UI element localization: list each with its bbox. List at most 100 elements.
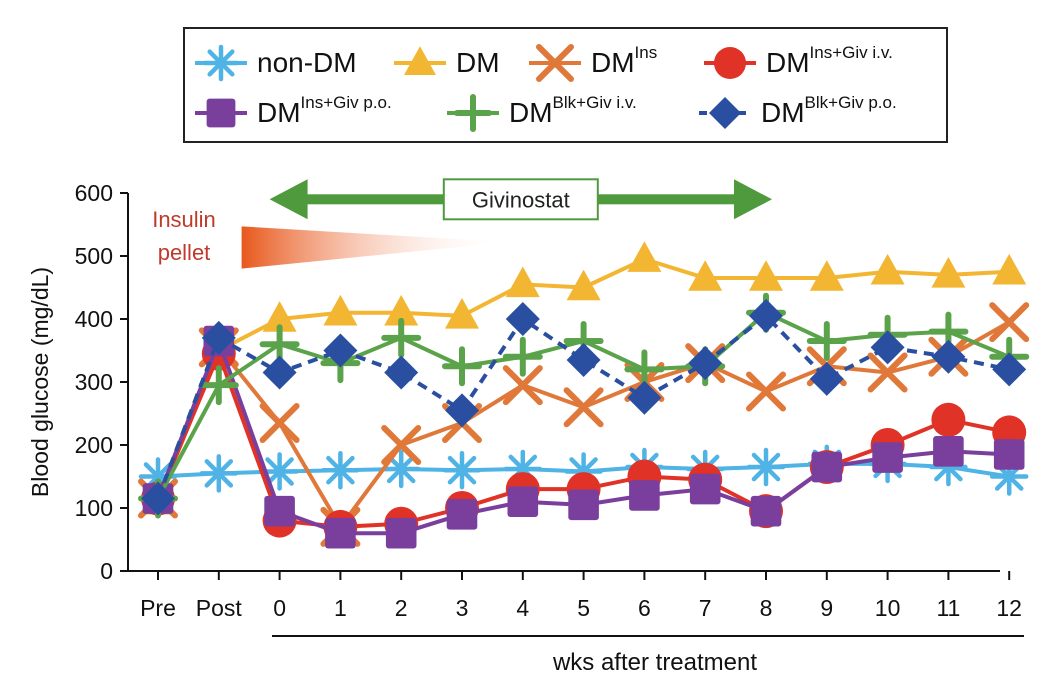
y-tick-label-100: 100	[75, 495, 113, 521]
legend-item-dm-blk-giv-po: DMBlk+Giv p.o.	[695, 93, 897, 133]
data-point-blkgiviv-6	[502, 336, 543, 377]
legend-item-dm-ins: DMIns	[525, 43, 657, 83]
legend-item-dm: DM	[390, 43, 500, 83]
data-point-insgivpo-5	[446, 499, 478, 530]
data-point-insgivpo-9	[689, 473, 721, 505]
legend-label-non-dm: non-DM	[257, 47, 357, 78]
legend-marker-blkgiviv	[454, 94, 492, 132]
data-point-nondm-3	[321, 450, 360, 490]
data-point-dmins-4	[381, 425, 422, 465]
data-point-dm-13	[931, 257, 966, 288]
legend: non-DM DM DMIns DMIns+Giv i.v. DMIns+Giv…	[183, 27, 948, 143]
data-point-blkgiviv-5	[442, 346, 482, 387]
legend-item-dm-ins-giv-iv: DMIns+Giv i.v.	[700, 43, 893, 83]
data-point-blkgivpo-6	[505, 302, 540, 336]
data-point-insgivpo-8	[629, 480, 660, 511]
givinostat-arrow: Givinostat	[269, 178, 772, 221]
series-dm	[141, 241, 1027, 515]
data-point-nondm-2	[260, 452, 299, 491]
data-point-dm-5	[445, 298, 479, 329]
data-point-dmins-2	[259, 402, 300, 443]
data-point-insgivpo-13	[933, 436, 964, 467]
data-point-dmins-7	[563, 387, 604, 428]
legend-item-non-dm: non-DM	[191, 43, 357, 83]
data-point-dm-11	[809, 260, 844, 291]
y-axis-label: Blood glucose (mg/dL)	[27, 267, 53, 497]
data-point-nondm-4	[381, 449, 421, 489]
legend-marker-blkgivpo	[709, 97, 741, 129]
data-point-insgivpo-4	[385, 517, 417, 549]
x-tick-label-12: 12	[996, 595, 1022, 621]
data-point-dm-12	[870, 253, 905, 285]
x-tick-label-2: 2	[395, 595, 408, 621]
legend-marker-insgivpo	[206, 98, 236, 128]
givinostat-label-box	[442, 178, 599, 221]
data-point-insgivpo-12	[872, 442, 903, 473]
data-point-blkgivpo-13	[931, 339, 966, 374]
data-point-blkgivpo-14	[992, 352, 1027, 387]
data-point-blkgivpo-8	[627, 380, 662, 415]
x-tick-label-0: 0	[273, 595, 286, 621]
data-point-blkgiviv-11	[806, 321, 847, 362]
data-point-blkgivpo-7	[566, 342, 601, 377]
legend-item-dm-ins-giv-po: DMIns+Giv p.o.	[191, 93, 392, 133]
x-tick-label-9: 9	[820, 595, 833, 621]
data-point-blkgivpo-11	[809, 361, 844, 396]
legend-swatch-dm	[394, 46, 446, 75]
data-point-dmins-14	[989, 302, 1030, 343]
legend-label-dm-ins-giv-iv: DMIns+Giv i.v.	[766, 43, 893, 78]
data-point-insgiviv-13	[931, 402, 966, 437]
y-tick-label-0: 0	[100, 558, 113, 584]
data-point-dm-10	[749, 260, 783, 291]
data-point-blkgivpo-9	[688, 346, 723, 381]
data-point-nondm-10	[746, 447, 786, 487]
legend-swatch-dm-blk-giv-po	[699, 97, 751, 129]
legend-swatch-dm-ins-giv-po	[195, 98, 247, 128]
y-tick-label-200: 200	[75, 432, 113, 458]
x-tick-label-8: 8	[760, 595, 773, 621]
data-point-dm-7	[566, 269, 601, 301]
data-point-insgivpo-3	[325, 517, 356, 549]
insulin-pellet-label-line2: pellet	[158, 240, 211, 265]
data-point-blkgiviv-8	[624, 349, 665, 390]
data-point-dm-8	[627, 241, 662, 272]
legend-marker-insgiviv	[714, 47, 746, 79]
data-point-dm-14	[992, 253, 1027, 285]
x-tick-label-11: 11	[936, 595, 960, 621]
series-blkgivpo	[141, 298, 1027, 516]
data-point-dmins-6	[502, 365, 543, 406]
x-tick-label-10: 10	[875, 595, 901, 621]
y-tick-label-500: 500	[75, 243, 113, 269]
legend-label-dm-ins-giv-po: DMIns+Giv p.o.	[257, 93, 392, 128]
insulin-pellet-label-line1: Insulin	[152, 207, 216, 232]
x-tick-label-5: 5	[577, 595, 590, 621]
legend-label-dm-blk-giv-po: DMBlk+Giv p.o.	[761, 93, 897, 128]
legend-label-dm-ins: DMIns	[591, 43, 658, 78]
y-tick-label-600: 600	[75, 180, 113, 206]
data-point-insgivpo-2	[264, 495, 295, 527]
legend-marker-nondm	[202, 44, 240, 82]
legend-swatch-dm-blk-giv-iv	[447, 94, 499, 132]
data-point-insgivpo-7	[568, 489, 599, 521]
x-tick-label-7: 7	[699, 595, 712, 621]
data-point-dm-6	[505, 266, 540, 298]
data-point-dmins-10	[746, 371, 786, 412]
insulin-pellet-wedge	[241, 226, 508, 269]
data-point-dmins-12	[867, 352, 908, 393]
data-point-insgivpo-14	[993, 439, 1025, 470]
data-point-blkgivpo-5	[445, 393, 479, 428]
y-tick-label-400: 400	[75, 306, 113, 332]
legend-marker-dmins	[536, 44, 574, 82]
x-tick-label-Pre: Pre	[140, 595, 176, 621]
series-nondm	[138, 444, 1029, 496]
data-point-dm-9	[688, 260, 723, 291]
legend-marker-dm	[404, 46, 436, 75]
x-tick-label-6: 6	[638, 595, 651, 621]
legend-label-dm: DM	[456, 47, 500, 78]
x-tick-label-1: 1	[334, 595, 347, 621]
data-point-blkgivpo-3	[323, 333, 358, 368]
data-point-blkgivpo-1	[201, 320, 236, 355]
legend-label-dm-blk-giv-iv: DMBlk+Giv i.v.	[509, 93, 637, 128]
series-line-blkgivpo	[156, 313, 1010, 500]
